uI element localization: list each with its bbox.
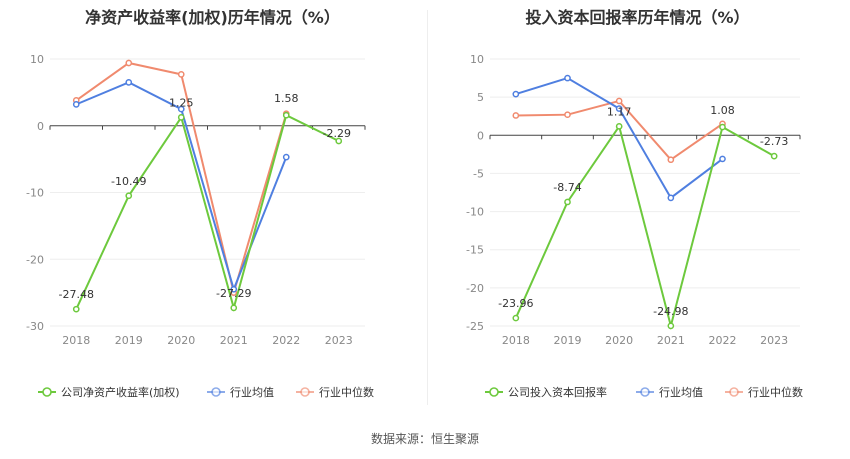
- point-0-company-2022: [282, 111, 290, 119]
- point-1-avg-2019: [564, 74, 571, 82]
- legend-label-1-avg: 行业均值: [659, 386, 703, 399]
- y-tick-label-1--25: -25: [466, 320, 484, 333]
- y-tick-label-0--30: -30: [26, 320, 44, 333]
- point-1-median-2018: [512, 112, 520, 119]
- x-tick-label-1-2018: 2018: [502, 334, 530, 347]
- point-0-avg-2020: [177, 105, 185, 113]
- legend-marker-0-median: [300, 387, 310, 397]
- point-1-company-2020: [615, 123, 623, 130]
- x-tick-label-1-2022: 2022: [709, 334, 737, 347]
- chart-1-title: 净资产收益率(加权)历年情况（%）: [85, 8, 340, 27]
- point-1-company-2019: [564, 198, 571, 206]
- x-tick-label-0-2018: 2018: [62, 334, 90, 347]
- y-tick-label-1--15: -15: [466, 244, 484, 257]
- data-label-1-2019: -8.74: [553, 181, 581, 194]
- y-tick-label-1-0: 0: [477, 129, 484, 142]
- y-tick-label-1--20: -20: [466, 282, 484, 295]
- point-0-median-2019: [125, 59, 133, 67]
- data-label-1-2023: -2.73: [760, 135, 788, 148]
- series-line-1-company: [514, 123, 775, 330]
- x-tick-label-1-2020: 2020: [605, 334, 633, 347]
- data-label-1-2021: -24.98: [653, 305, 688, 318]
- legend-marker-1-median: [729, 387, 739, 397]
- point-1-avg-2018: [512, 90, 520, 98]
- point-0-avg-2018: [72, 101, 80, 108]
- data-label-0-2022: 1.58: [274, 92, 299, 105]
- series-line-0-company: [75, 113, 340, 312]
- y-tick-label-1-10: 10: [470, 53, 484, 66]
- data-label-1-2018: -23.96: [498, 297, 533, 310]
- point-0-avg-2021: [230, 285, 238, 293]
- series-line-0-avg: [75, 81, 288, 293]
- legend-label-1-company: 公司投入资本回报率: [508, 385, 607, 399]
- point-0-avg-2022: [282, 153, 290, 161]
- x-tick-label-0-2019: 2019: [115, 334, 143, 347]
- data-label-0-2023: -2.29: [323, 127, 351, 140]
- point-0-company-2018: [72, 305, 80, 313]
- point-1-median-2020: [615, 97, 623, 105]
- data-label-0-2019: -10.49: [111, 175, 146, 188]
- series-line-1-avg: [515, 76, 724, 200]
- point-0-company-2021: [230, 304, 238, 312]
- point-0-company-2019: [125, 192, 133, 200]
- x-tick-label-0-2020: 2020: [167, 334, 195, 347]
- data-label-1-2022: 1.08: [710, 104, 735, 117]
- point-1-median-2019: [564, 111, 571, 119]
- data-label-1-2020: 1.17: [607, 105, 632, 118]
- point-0-company-2023: [335, 137, 343, 145]
- x-tick-label-0-2021: 2021: [220, 334, 248, 347]
- point-1-company-2022: [719, 123, 726, 131]
- legend-marker-1-avg: [640, 387, 650, 397]
- legend-marker-0-company: [42, 387, 52, 397]
- y-tick-label-0--20: -20: [26, 253, 44, 266]
- point-1-avg-2022: [719, 155, 726, 163]
- legend-label-0-company: 公司净资产收益率(加权): [61, 385, 180, 399]
- y-tick-label-0--10: -10: [26, 187, 44, 200]
- y-tick-label-0-0: 0: [37, 120, 44, 133]
- panel-divider: [427, 10, 428, 405]
- chart-2-title: 投入资本回报率历年情况（%）: [525, 8, 750, 27]
- legend-label-0-median: 行业中位数: [319, 385, 374, 399]
- point-1-company-2018: [512, 314, 520, 322]
- x-tick-label-0-2022: 2022: [272, 334, 300, 347]
- legend-label-1-median: 行业中位数: [748, 385, 803, 399]
- legend-marker-0-avg: [211, 387, 221, 397]
- point-0-median-2020: [177, 71, 185, 78]
- point-1-avg-2021: [667, 194, 675, 202]
- y-tick-label-1--10: -10: [466, 206, 484, 219]
- point-1-company-2023: [770, 152, 778, 160]
- x-tick-label-1-2023: 2023: [760, 334, 788, 347]
- x-tick-label-1-2021: 2021: [657, 334, 685, 347]
- y-tick-label-1-5: 5: [477, 91, 484, 104]
- point-0-avg-2019: [125, 79, 133, 86]
- x-tick-label-1-2019: 2019: [554, 334, 582, 347]
- data-label-0-2020: 1.25: [169, 96, 194, 109]
- legend-label-0-avg: 行业均值: [230, 386, 274, 399]
- point-1-company-2021: [667, 322, 675, 330]
- y-tick-label-1--5: -5: [473, 167, 484, 180]
- point-1-avg-2020: [615, 105, 623, 112]
- y-tick-label-0-10: 10: [30, 53, 44, 66]
- legend-marker-1-company: [489, 387, 499, 397]
- data-label-0-2018: -27.48: [59, 288, 94, 301]
- data-source-label: 数据来源：恒生聚源: [370, 432, 479, 446]
- point-0-company-2020: [177, 114, 185, 121]
- x-tick-label-0-2023: 2023: [325, 334, 353, 347]
- data-label-0-2021: -27.29: [216, 287, 251, 300]
- point-1-median-2021: [667, 156, 675, 164]
